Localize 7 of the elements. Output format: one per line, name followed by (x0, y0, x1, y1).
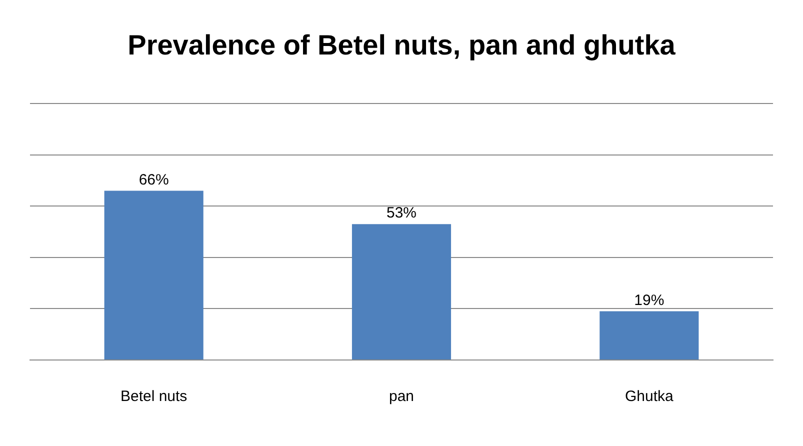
x-tick-label: pan (388, 388, 414, 406)
chart-title: Prevalence of Betel nuts, pan and ghutka (128, 30, 676, 61)
data-label: 66% (138, 171, 169, 188)
x-tick-label: Betel nuts (120, 388, 188, 406)
data-label: 53% (386, 204, 417, 222)
x-tick-label: Ghutka (624, 388, 674, 406)
data-label: 19% (634, 292, 664, 309)
